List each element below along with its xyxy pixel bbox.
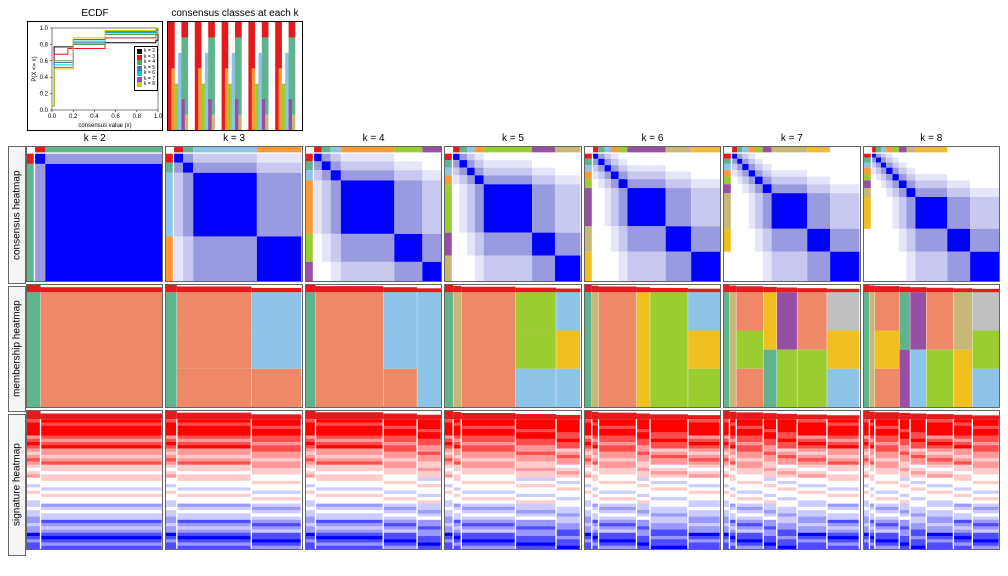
legend-item: k = 8 <box>137 82 155 88</box>
svg-text:consensus value (x): consensus value (x) <box>78 123 131 129</box>
row-label-1: membership heatmap <box>8 286 26 412</box>
heat-row-1 <box>26 284 1000 408</box>
legend-label: k = 8 <box>144 82 155 88</box>
membership-cell-k3 <box>165 284 302 408</box>
svg-text:0.8: 0.8 <box>40 42 49 48</box>
consensus-cell-k4 <box>305 146 442 282</box>
column-header-k2: k = 2 <box>26 133 163 144</box>
column-header-k8: k = 8 <box>863 133 1000 144</box>
signature-cell-k5 <box>444 410 581 550</box>
svg-text:0.0: 0.0 <box>48 114 57 120</box>
column-header-k6: k = 6 <box>584 133 721 144</box>
consensus-classes-plot <box>167 21 303 131</box>
svg-text:0.8: 0.8 <box>133 114 142 120</box>
heat-row-2 <box>26 410 1000 550</box>
consensus-cell-k7 <box>723 146 860 282</box>
signature-cell-k8 <box>863 410 1000 550</box>
membership-cell-k4 <box>305 284 442 408</box>
row-labels: consensus heatmap membership heatmap signa… <box>8 146 26 558</box>
row-label-2: signature heatmap <box>8 414 26 556</box>
svg-text:0.2: 0.2 <box>40 92 49 98</box>
membership-cell-k8 <box>863 284 1000 408</box>
column-header-k4: k = 4 <box>305 133 442 144</box>
column-headers: k = 2k = 3k = 4k = 5k = 6k = 7k = 8 <box>26 133 1000 144</box>
consensus-classes-chart <box>168 22 302 130</box>
svg-text:P(X <= x): P(X <= x) <box>32 56 38 81</box>
heatmap-grid: consensus heatmap membership heatmap signa… <box>8 146 1000 558</box>
consensus-classes-title: consensus classes at each k <box>171 8 298 19</box>
membership-cell-k6 <box>584 284 721 408</box>
signature-cell-k7 <box>723 410 860 550</box>
svg-text:0.0: 0.0 <box>40 108 49 114</box>
ecdf-plot: 0.0 0.2 0.4 0.6 0.8 1.0 0.0 0.2 0.4 0.6 0.8 1.0 cons… <box>27 21 163 131</box>
svg-text:0.6: 0.6 <box>111 114 120 120</box>
column-header-k3: k = 3 <box>165 133 302 144</box>
svg-text:0.2: 0.2 <box>69 114 78 120</box>
signature-cell-k6 <box>584 410 721 550</box>
column-header-k5: k = 5 <box>444 133 581 144</box>
grid-rows <box>26 146 1000 558</box>
row-label-0: consensus heatmap <box>8 146 26 284</box>
consensus-cell-k2 <box>26 146 163 282</box>
consensus-cell-k5 <box>444 146 581 282</box>
column-header-k7: k = 7 <box>723 133 860 144</box>
signature-cell-k3 <box>165 410 302 550</box>
consensus-cell-k6 <box>584 146 721 282</box>
consensus-cell-k3 <box>165 146 302 282</box>
membership-cell-k7 <box>723 284 860 408</box>
svg-text:0.4: 0.4 <box>90 114 99 120</box>
signature-cell-k2 <box>26 410 163 550</box>
ecdf-panel: ECDF 0.0 0.2 0.4 0.6 0.8 1.0 0.0 0.2 0.4 0.6 0.8 1.… <box>26 8 164 131</box>
svg-text:1.0: 1.0 <box>40 26 49 32</box>
membership-cell-k2 <box>26 284 163 408</box>
consensus-cell-k8 <box>863 146 1000 282</box>
svg-text:0.6: 0.6 <box>40 59 49 65</box>
consensus-classes-panel: consensus classes at each k <box>168 8 302 131</box>
top-row: ECDF 0.0 0.2 0.4 0.6 0.8 1.0 0.0 0.2 0.4 0.6 0.8 1.… <box>8 8 1000 131</box>
heat-row-0 <box>26 146 1000 282</box>
ecdf-title: ECDF <box>81 8 108 19</box>
membership-cell-k5 <box>444 284 581 408</box>
svg-text:0.4: 0.4 <box>40 75 49 81</box>
svg-text:1.0: 1.0 <box>154 114 162 120</box>
signature-cell-k4 <box>305 410 442 550</box>
ecdf-legend: k = 2k = 3k = 4k = 5k = 6k = 7k = 8 <box>134 46 158 91</box>
